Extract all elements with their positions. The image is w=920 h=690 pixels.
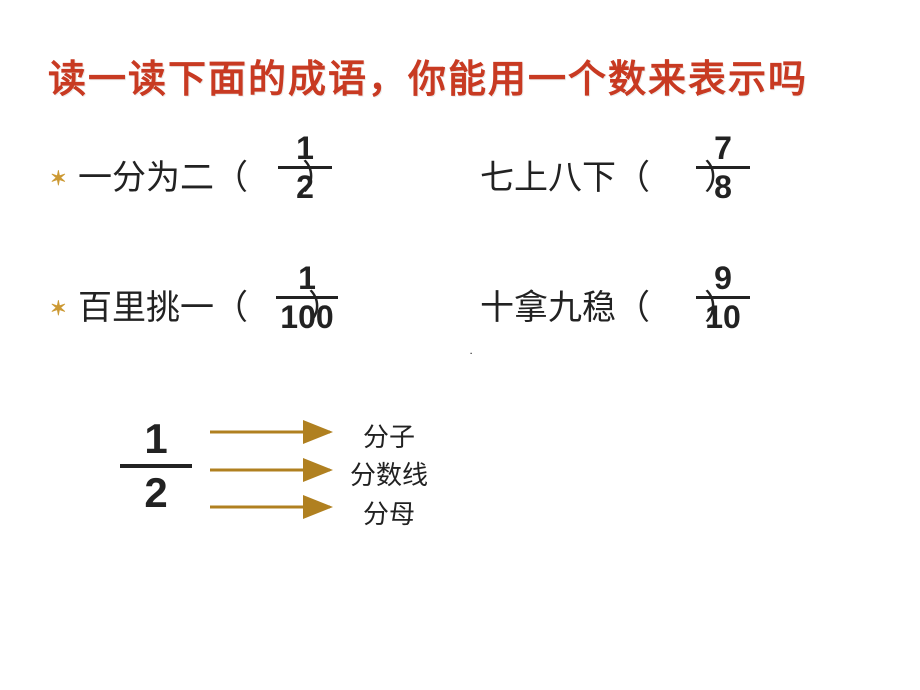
fraction-part-labels: 分子 分数线 分母: [350, 420, 428, 535]
arrow-icon: [200, 412, 350, 532]
idiom-2: 七上八下: [480, 160, 616, 197]
label-numerator: 分子: [350, 420, 428, 456]
paren-l: （: [214, 290, 248, 327]
idiom-4: 十拿九稳: [480, 290, 616, 327]
fraction-num: 9: [714, 262, 732, 294]
paren-l: （: [214, 160, 248, 197]
label-fraction-line: 分数线: [350, 458, 428, 494]
big-fraction-num: 1: [144, 418, 167, 460]
dot-icon: ·: [470, 349, 473, 358]
big-fraction: 1 2: [120, 418, 192, 514]
label-denominator: 分母: [350, 497, 428, 533]
big-fraction-line: [120, 464, 192, 468]
fraction-4: 9 10: [696, 262, 750, 333]
fraction-den: 100: [280, 301, 333, 333]
fraction-num: 1: [296, 132, 314, 164]
fraction-den: 2: [296, 171, 314, 203]
fraction-den: 10: [705, 301, 741, 333]
bullet-icon: ✶: [50, 166, 67, 191]
idiom-1: 一分为二: [78, 160, 214, 197]
page-title: 读一读下面的成语，你能用一个数来表示吗: [48, 48, 808, 103]
fraction-den: 8: [714, 171, 732, 203]
paren-l: （: [616, 290, 650, 327]
paren-l: （: [616, 160, 650, 197]
idiom-3: 百里挑一: [78, 290, 214, 327]
fraction-1: 1 2: [278, 132, 332, 203]
fraction-3: 1 100: [276, 262, 338, 333]
fraction-2: 7 8: [696, 132, 750, 203]
bullet-icon: ✶: [50, 296, 67, 321]
fraction-num: 1: [298, 262, 316, 294]
big-fraction-den: 2: [144, 472, 167, 514]
fraction-num: 7: [714, 132, 732, 164]
